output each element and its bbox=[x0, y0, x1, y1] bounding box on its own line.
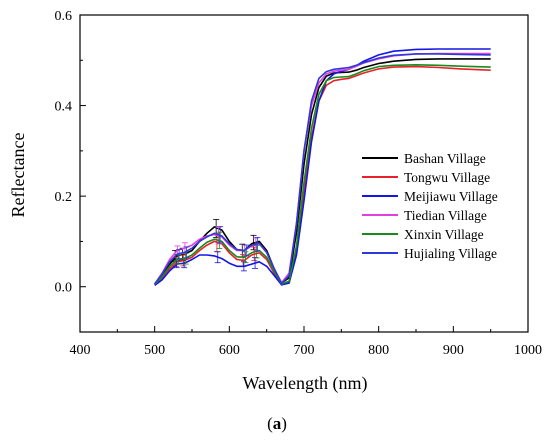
x-tick-label: 400 bbox=[70, 343, 91, 358]
error-bar bbox=[240, 261, 247, 272]
error-bar bbox=[183, 246, 190, 259]
legend-label: Xinxin Village bbox=[404, 227, 484, 242]
legend-label: Tongwu Village bbox=[404, 170, 490, 185]
error-bar bbox=[252, 257, 259, 269]
legend-item: Meijiawu Village bbox=[362, 189, 498, 204]
series-meijiawu-village bbox=[154, 48, 491, 287]
y-tick-label: 0.4 bbox=[55, 100, 73, 115]
legend-label: Tiedian Village bbox=[404, 208, 487, 223]
series-group bbox=[154, 48, 491, 287]
legend-item: Tongwu Village bbox=[362, 170, 490, 185]
caption-letter: a bbox=[273, 414, 282, 433]
x-axis-label: Wavelength (nm) bbox=[242, 373, 367, 394]
y-tick-label: 0.6 bbox=[55, 9, 73, 24]
series-hujialing-village bbox=[154, 53, 491, 285]
axes: 400 500 600 700 800 900 1000 0.0 0.2 0.4 0.6 bbox=[55, 9, 543, 358]
y-tick-label: 0.0 bbox=[55, 281, 73, 296]
legend-label: Meijiawu Village bbox=[404, 189, 498, 204]
legend-item: Bashan Village bbox=[362, 151, 486, 166]
legend: Bashan Village Tongwu Village Meijiawu Vil… bbox=[362, 151, 498, 261]
x-tick-label: 700 bbox=[294, 343, 315, 358]
figure-caption: (a) bbox=[267, 414, 287, 433]
legend-item: Xinxin Village bbox=[362, 227, 484, 242]
x-tick-label: 800 bbox=[368, 343, 389, 358]
legend-label: Hujialing Village bbox=[404, 246, 497, 261]
error-bar bbox=[243, 244, 250, 257]
error-bar bbox=[254, 236, 261, 252]
error-bar bbox=[253, 244, 260, 259]
caption-close-paren: ) bbox=[281, 414, 287, 433]
error-bar bbox=[176, 249, 183, 260]
series-line bbox=[154, 53, 491, 285]
error-bar bbox=[217, 226, 224, 244]
legend-item: Hujialing Village bbox=[362, 246, 497, 261]
x-tick-label: 600 bbox=[219, 343, 240, 358]
x-tick-label: 500 bbox=[144, 343, 165, 358]
x-tick-label: 900 bbox=[443, 343, 464, 358]
caption-open-paren: ( bbox=[267, 414, 273, 433]
y-axis-label: Reflectance bbox=[8, 133, 28, 218]
error-bar bbox=[214, 251, 221, 264]
legend-label: Bashan Village bbox=[404, 151, 486, 166]
legend-item: Tiedian Village bbox=[362, 208, 487, 223]
error-bar bbox=[242, 251, 249, 264]
x-tick-label: 1000 bbox=[514, 343, 542, 358]
y-tick-label: 0.2 bbox=[55, 190, 73, 205]
series-line bbox=[154, 48, 491, 287]
